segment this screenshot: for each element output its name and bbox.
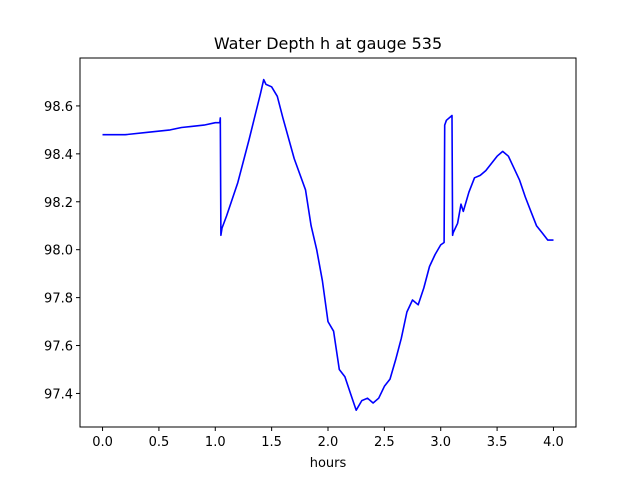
- plot-area-frame: [79, 57, 577, 428]
- y-tick-label: 98.6: [44, 100, 73, 115]
- y-axis-ticks: 97.4 97.6 97.8 98.0 98.2 98.4 98.6: [44, 100, 80, 402]
- y-tick-label: 98.4: [44, 148, 73, 163]
- y-tick-label: 97.6: [44, 340, 73, 355]
- x-tick-label: 2.5: [374, 435, 395, 450]
- x-axis-ticks: 0.0 0.5 1.0 1.5 2.0 2.5 3.0 3.5 4.0: [92, 427, 564, 450]
- x-tick-label: 2.0: [318, 435, 339, 450]
- y-tick-label: 98.0: [44, 244, 73, 259]
- y-tick-label: 97.4: [44, 387, 73, 402]
- x-tick-label: 1.0: [205, 435, 226, 450]
- x-tick-label: 3.5: [487, 435, 508, 450]
- x-tick-label: 4.0: [543, 435, 564, 450]
- y-tick-label: 97.8: [44, 292, 73, 307]
- y-tick-label: 98.2: [44, 196, 73, 211]
- x-tick-label: 3.0: [430, 435, 451, 450]
- x-tick-label: 0.0: [92, 435, 113, 450]
- chart-title: Water Depth h at gauge 535: [214, 34, 442, 53]
- series-line-0: [102, 78, 554, 412]
- x-tick-label: 0.5: [149, 435, 170, 450]
- x-axis-label: hours: [310, 456, 347, 471]
- x-tick-label: 1.5: [261, 435, 282, 450]
- series-lines: [102, 78, 554, 412]
